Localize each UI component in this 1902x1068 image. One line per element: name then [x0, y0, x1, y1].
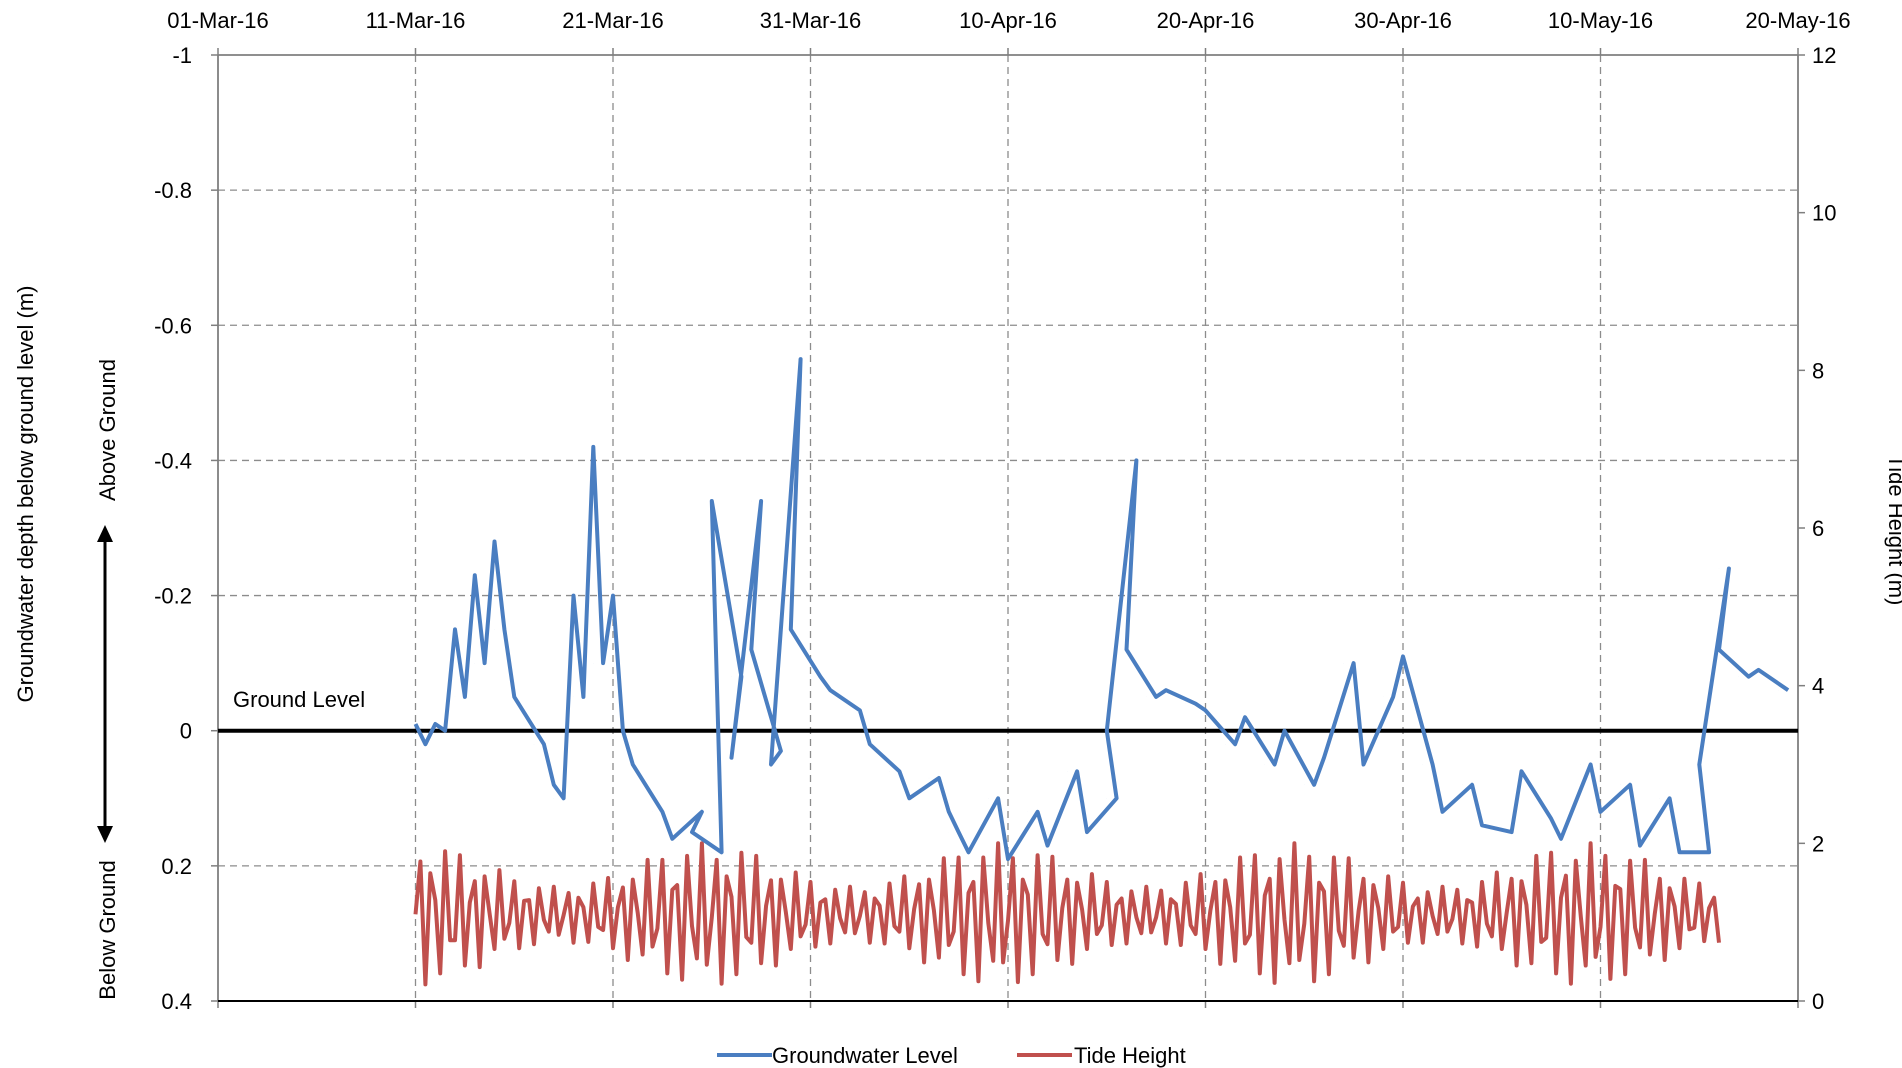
ground-arrow-up-head — [97, 525, 113, 542]
axes-layer — [97, 48, 1805, 1008]
y-right-tick-label: 10 — [1812, 201, 1836, 226]
y-left-tick-label: 0 — [180, 719, 192, 744]
y-right-tick-label: 2 — [1812, 831, 1824, 856]
ground-level-label: Ground Level — [233, 687, 365, 712]
y-right-tick-label: 4 — [1812, 674, 1824, 699]
x-tick-label: 21-Mar-16 — [562, 8, 663, 33]
y-right-tick-label: 0 — [1812, 989, 1824, 1014]
x-tick-label: 11-Mar-16 — [366, 8, 466, 33]
series-groundwater-level — [413, 357, 1790, 862]
x-tick-label: 30-Apr-16 — [1354, 8, 1452, 33]
x-tick-label: 31-Mar-16 — [760, 8, 861, 33]
grid-layer — [218, 55, 1798, 1001]
series-layer — [413, 357, 1790, 987]
y-right-tick-label: 6 — [1812, 516, 1824, 541]
y-left-tick-label: 0.4 — [161, 989, 192, 1014]
y-left-axis-title: Groundwater depth below ground level (m) — [13, 285, 38, 702]
y-left-tick-label: -0.8 — [154, 178, 192, 203]
y-left-tick-label: 0.2 — [161, 854, 192, 879]
x-tick-label: 01-Mar-16 — [167, 8, 268, 33]
series-tide-height — [413, 841, 1721, 987]
y-right-axis-title: Tide Height (m) — [1884, 455, 1902, 606]
y-left-tick-label: -0.6 — [154, 313, 192, 338]
x-tick-label: 20-Apr-16 — [1157, 8, 1255, 33]
y-right-tick-label: 12 — [1812, 43, 1836, 68]
y-left-tick-label: -1 — [172, 43, 192, 68]
legend-label-groundwater: Groundwater Level — [772, 1043, 958, 1068]
legend-label-tide: Tide Height — [1074, 1043, 1186, 1068]
ground-arrow-down-head — [97, 826, 113, 843]
x-tick-label: 10-May-16 — [1548, 8, 1653, 33]
y-left-above-label: Above Ground — [95, 359, 120, 501]
y-left-below-label: Below Ground — [95, 860, 120, 999]
labels-layer: 01-Mar-16 11-Mar-16 21-Mar-16 31-Mar-16 10-A… — [154, 8, 1851, 1014]
y-left-tick-label: -0.2 — [154, 584, 192, 609]
y-left-tick-label: -0.4 — [154, 448, 192, 473]
x-tick-label: 10-Apr-16 — [959, 8, 1057, 33]
y-right-tick-label: 8 — [1812, 358, 1824, 383]
x-tick-label: 20-May-16 — [1745, 8, 1850, 33]
legend: Groundwater Level Tide Height — [717, 1043, 1186, 1068]
